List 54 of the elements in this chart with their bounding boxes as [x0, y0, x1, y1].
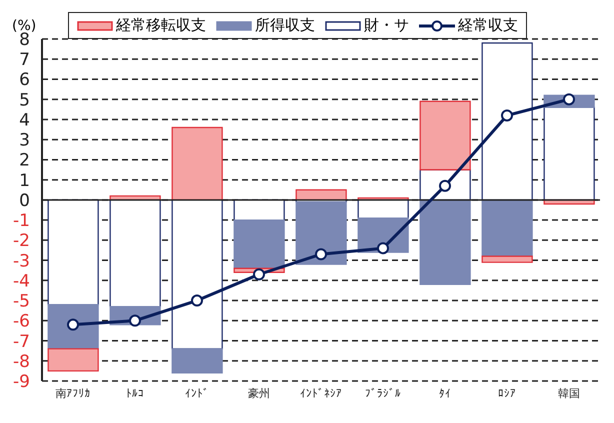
point: [191, 294, 203, 307]
bar: [420, 199, 471, 286]
legend-label: 財・サ: [364, 16, 409, 35]
y-tick-label: 6: [19, 70, 30, 90]
bar: [172, 348, 223, 374]
x-tick-label: ﾛｼｱ: [498, 386, 516, 400]
y-tick-label: -4: [13, 271, 30, 292]
bar: [110, 199, 161, 308]
legend-label: 経常収支: [458, 16, 518, 35]
x-tick-label: ｲﾝﾄﾞ: [185, 386, 209, 400]
point: [501, 109, 513, 122]
bar: [234, 219, 285, 269]
y-tick-label: 5: [19, 90, 30, 110]
x-tick-label: ﾀｲ: [439, 386, 451, 400]
bar: [234, 199, 285, 221]
bar: [296, 201, 347, 265]
bar: [482, 42, 533, 201]
y-tick-label: 2: [19, 150, 30, 171]
x-tick-label: ｲﾝﾄﾞﾈｼｱ: [300, 386, 342, 400]
y-tick-label: -1: [13, 211, 30, 232]
y-tick-label: -9: [13, 372, 30, 392]
y-tick-label: 3: [19, 130, 30, 151]
y-tick-label: -6: [13, 312, 30, 332]
point: [67, 318, 79, 331]
bar: [48, 348, 99, 372]
point: [377, 242, 389, 254]
y-tick-label: -7: [13, 332, 30, 352]
y-tick-label: 7: [19, 50, 30, 70]
bar: [48, 199, 99, 306]
y-tick-label: -8: [13, 352, 30, 372]
point: [315, 248, 327, 260]
y-tick-label: -3: [13, 251, 30, 272]
point: [129, 314, 141, 327]
point: [439, 180, 451, 192]
bar: [172, 199, 223, 350]
bar: [482, 256, 533, 263]
y-tick-label: -5: [13, 292, 30, 312]
bar: [172, 126, 223, 201]
y-tick-label: 4: [19, 110, 30, 130]
legend-label: 経常移転収支: [116, 16, 206, 35]
bar: [420, 100, 471, 170]
y-tick-label: 1: [19, 170, 30, 191]
point: [253, 268, 265, 280]
legend-label: 所得収支: [255, 16, 315, 35]
y-tick-label: 0: [19, 190, 30, 211]
point: [563, 93, 575, 106]
x-tick-label: 豪州: [248, 386, 270, 400]
y-tick-label: -2: [13, 231, 30, 252]
x-tick-label: ﾌﾞﾗｼﾞﾙ: [365, 386, 401, 400]
x-tick-label: 南ｱﾌﾘｶ: [56, 386, 90, 400]
bar: [482, 199, 533, 257]
x-tick-label: ﾄﾙｺ: [126, 386, 144, 400]
x-tick-label: 韓国: [558, 386, 580, 400]
bar: [48, 304, 99, 350]
